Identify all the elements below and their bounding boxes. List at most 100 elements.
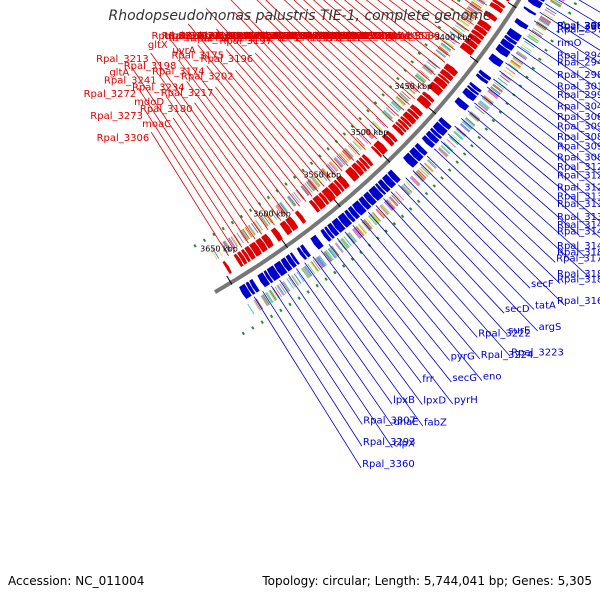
forward-cog-stripe (490, 87, 501, 96)
forward-cog-stripe (403, 183, 413, 193)
forward-cog-stripe (281, 281, 290, 293)
forward-gene-label: secF (531, 279, 554, 290)
reverse-gene-arrow (355, 159, 368, 172)
reverse-cog-stripe (364, 129, 374, 139)
reverse-cog-stripe (276, 204, 284, 216)
reverse-label-leader (230, 0, 372, 145)
forward-cog-stripe (528, 34, 539, 42)
reverse-label-leader (165, 95, 262, 235)
reverse-label-leader (186, 81, 288, 217)
forward-cog-stripe (527, 35, 539, 43)
forward-cog-stripe (478, 101, 489, 111)
reverse-gene-label: Rpal_3052 (300, 31, 353, 42)
forward-cog-stripe (348, 231, 357, 242)
reverse-gene-arrow (222, 260, 232, 275)
forward-gene-label: Rpal_2980 (557, 21, 600, 32)
reverse-cog-stripe (342, 149, 352, 160)
forward-gene-arrow (280, 257, 293, 272)
reverse-cog-stripe (480, 0, 486, 4)
forward-gene-label: Rpal_3082 (557, 132, 600, 143)
reverse-cog-stripe (435, 49, 446, 58)
reverse-cog-stripe (231, 235, 239, 247)
forward-gene-label: Rpal_3188 (557, 269, 600, 280)
reverse-gene-arrow (433, 76, 448, 90)
forward-cog-stripe (410, 176, 420, 186)
reverse-cog-stripe (286, 196, 295, 207)
reverse-cog-stripe (338, 153, 348, 163)
forward-cog-stripe (271, 288, 280, 299)
reverse-gene-label: Rpal_3218 (238, 31, 291, 42)
forward-gene-label: frr (422, 374, 434, 385)
reverse-label-leader (412, 0, 465, 38)
reverse-gene-label: Rpal_3100 (186, 31, 239, 42)
forward-gene-label: Rpal_3044 (557, 101, 600, 112)
forward-cog-stripe (560, 0, 565, 2)
reverse-cog-stripe (399, 92, 410, 101)
forward-cog-stripe (379, 205, 389, 215)
forward-gene-arrow (327, 222, 340, 237)
forward-cog-stripe (291, 274, 300, 286)
forward-cog-stripe (286, 278, 295, 289)
forward-gene-arrow (273, 260, 288, 277)
forward-gene-arrow (381, 173, 397, 189)
reverse-label-leader (354, 0, 441, 70)
reverse-cog-stripe (340, 152, 350, 162)
forward-gene-arrow (506, 27, 522, 42)
forward-cog-stripe (288, 277, 296, 288)
reverse-cog-stripe (239, 230, 247, 242)
reverse-cog-stripe (472, 0, 483, 7)
forward-cog-stripe (551, 0, 562, 6)
reverse-cog-stripe (327, 163, 336, 174)
reverse-cog-stripe (481, 0, 486, 3)
reverse-cog-stripe (383, 110, 393, 120)
reverse-cog-stripe (460, 16, 471, 25)
reverse-gene-label: Rpal_3114 (274, 31, 327, 42)
forward-cog-stripe (441, 144, 451, 154)
forward-cog-stripe (464, 118, 475, 127)
reverse-gene-arrow (370, 145, 383, 158)
reverse-cog-stripe (306, 180, 316, 191)
forward-cog-stripe (310, 261, 319, 272)
forward-gene-arrow (239, 283, 252, 300)
forward-gene-label: Rpal_3223 (511, 347, 564, 358)
reverse-gene-arrow (397, 118, 410, 131)
forward-cog-stripe (376, 208, 386, 218)
reverse-cog-stripe (260, 216, 268, 227)
forward-cog-stripe (535, 23, 547, 31)
reverse-gene-arrow (483, 10, 498, 22)
forward-gene-label: Rpal_3121 (557, 162, 600, 173)
forward-cog-stripe (443, 142, 454, 151)
reverse-gene-arrow (437, 73, 450, 84)
forward-cog-stripe (329, 247, 338, 258)
reverse-gene-label: Rpal_3175 (171, 50, 224, 61)
forward-gene-arrow (377, 179, 391, 193)
forward-gene-label: Rpal_3094 (557, 21, 600, 32)
reverse-cog-stripe (375, 117, 386, 127)
forward-gene-arrow (438, 117, 452, 130)
reverse-cog-stripe (369, 124, 379, 134)
forward-cog-stripe (516, 51, 527, 60)
reverse-cog-stripe (470, 1, 482, 10)
reverse-label-leader (206, 65, 313, 197)
forward-gene-label: Rpal_3141 (557, 220, 600, 231)
reverse-cog-stripe (390, 102, 401, 111)
reverse-cog-stripe (419, 69, 430, 79)
forward-gene-arrow (466, 84, 480, 96)
reverse-gene-arrow (255, 237, 268, 253)
forward-gene-arrow (344, 209, 356, 223)
reverse-gene-label: Rpal_3020 (246, 31, 299, 42)
reverse-cog-stripe (405, 85, 416, 94)
reverse-cog-stripe (223, 240, 231, 252)
forward-label-leader (279, 279, 393, 448)
forward-label-leader (474, 102, 600, 207)
reverse-gene-label: rpsI (349, 31, 368, 42)
forward-label-leader (522, 37, 600, 91)
kbp-tick-mark (333, 198, 341, 208)
forward-cog-stripe (417, 169, 427, 179)
reverse-cog-stripe (302, 184, 312, 195)
forward-cog-stripe (509, 61, 520, 70)
reverse-cog-stripe (253, 221, 262, 232)
reverse-cog-stripe (461, 14, 473, 23)
forward-gene-arrow (320, 228, 332, 242)
reverse-cog-stripe (426, 61, 437, 70)
